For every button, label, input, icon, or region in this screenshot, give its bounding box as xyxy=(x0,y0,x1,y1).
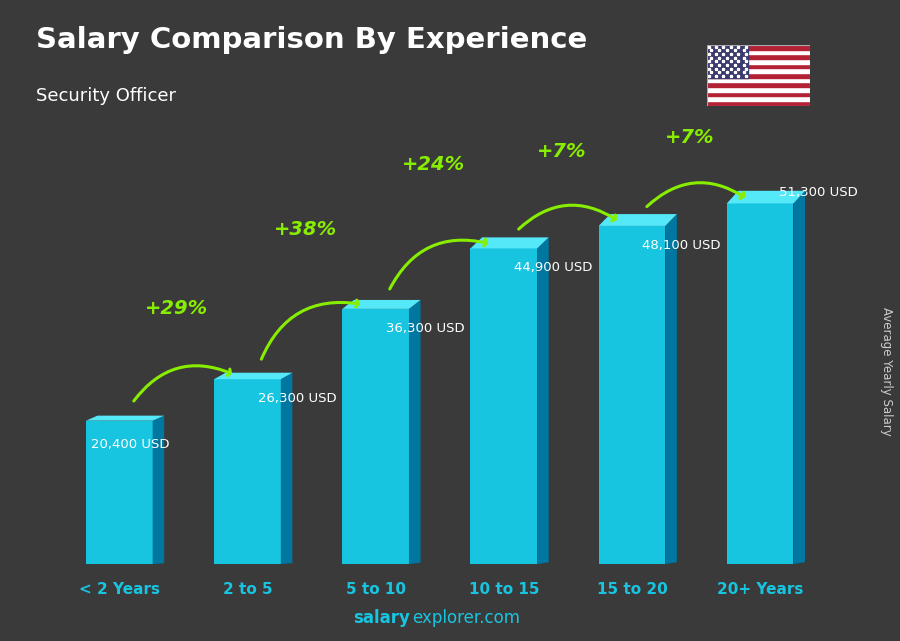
Polygon shape xyxy=(727,203,794,564)
Text: +29%: +29% xyxy=(146,299,209,318)
Bar xyxy=(706,45,810,49)
Polygon shape xyxy=(281,372,292,564)
Bar xyxy=(706,82,810,87)
Text: Security Officer: Security Officer xyxy=(36,87,176,104)
Text: 26,300 USD: 26,300 USD xyxy=(257,392,337,405)
Bar xyxy=(706,101,810,106)
Polygon shape xyxy=(342,309,409,564)
Bar xyxy=(706,87,810,92)
Bar xyxy=(706,54,810,59)
Bar xyxy=(706,73,810,78)
Polygon shape xyxy=(598,226,665,564)
Text: 44,900 USD: 44,900 USD xyxy=(514,262,592,274)
Text: 20,400 USD: 20,400 USD xyxy=(91,438,169,451)
Polygon shape xyxy=(727,191,805,203)
Polygon shape xyxy=(86,415,164,420)
Polygon shape xyxy=(214,379,281,564)
Text: +38%: +38% xyxy=(274,220,337,239)
Text: 10 to 15: 10 to 15 xyxy=(469,581,539,597)
Text: +24%: +24% xyxy=(401,155,465,174)
Text: 15 to 20: 15 to 20 xyxy=(597,581,668,597)
Bar xyxy=(706,59,810,63)
Bar xyxy=(706,45,748,78)
Text: 36,300 USD: 36,300 USD xyxy=(386,322,464,335)
Polygon shape xyxy=(794,191,805,564)
Text: < 2 Years: < 2 Years xyxy=(79,581,160,597)
Text: explorer.com: explorer.com xyxy=(412,609,520,627)
Polygon shape xyxy=(153,415,164,564)
Text: 20+ Years: 20+ Years xyxy=(717,581,804,597)
Text: salary: salary xyxy=(353,609,410,627)
Polygon shape xyxy=(598,214,677,226)
Text: +7%: +7% xyxy=(536,142,586,160)
Bar xyxy=(706,69,810,73)
Polygon shape xyxy=(409,300,420,564)
Text: Salary Comparison By Experience: Salary Comparison By Experience xyxy=(36,26,587,54)
Polygon shape xyxy=(471,249,537,564)
Text: 51,300 USD: 51,300 USD xyxy=(779,186,858,199)
Bar xyxy=(706,63,810,69)
Polygon shape xyxy=(214,372,292,379)
Text: 2 to 5: 2 to 5 xyxy=(222,581,273,597)
Bar xyxy=(706,49,810,54)
Bar xyxy=(706,96,810,101)
Text: Average Yearly Salary: Average Yearly Salary xyxy=(880,308,893,436)
Polygon shape xyxy=(86,420,153,564)
Text: +7%: +7% xyxy=(665,128,715,147)
Bar xyxy=(706,92,810,96)
Text: 5 to 10: 5 to 10 xyxy=(346,581,406,597)
Polygon shape xyxy=(537,237,549,564)
Polygon shape xyxy=(665,214,677,564)
Polygon shape xyxy=(471,237,549,249)
Bar xyxy=(706,78,810,82)
Text: 48,100 USD: 48,100 USD xyxy=(643,239,721,252)
Polygon shape xyxy=(342,300,420,309)
